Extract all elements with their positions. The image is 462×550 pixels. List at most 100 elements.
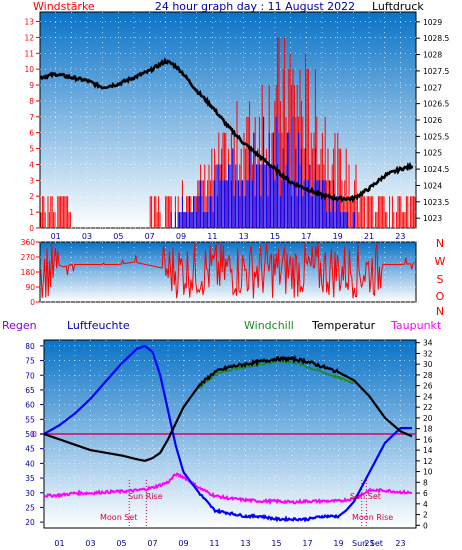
pressure-axis-tick: 1028	[423, 51, 442, 60]
time-axis-tick: 17	[302, 539, 312, 548]
wind-axis-tick: 4	[29, 160, 34, 169]
regen-label: Regen	[2, 319, 37, 332]
temperature-axis-tick: 28	[423, 371, 433, 380]
time-axis-tick: 19	[333, 539, 343, 548]
direction-axis-tick: 90	[25, 283, 35, 292]
compass-letter: S	[437, 273, 444, 286]
wind-axis-tick: 8	[29, 97, 34, 106]
time-axis-tick: 13	[239, 232, 249, 241]
humidity-axis-tick: 80	[25, 342, 35, 351]
time-axis-tick: 15	[271, 539, 281, 548]
direction-axis-tick: 180	[21, 268, 36, 277]
temperature-axis-tick: 32	[423, 349, 433, 358]
direction-axis-tick: 360	[21, 238, 36, 247]
humidity-axis-tick: 70	[25, 371, 35, 380]
sun-set-label: Sun Set	[350, 492, 381, 501]
time-axis-tick: 09	[178, 539, 188, 548]
temperature-axis-tick: 24	[423, 392, 433, 401]
humidity-axis-tick: 25	[25, 503, 35, 512]
temperature-axis-tick: 4	[423, 500, 428, 509]
temperature-axis-tick: 6	[423, 489, 428, 498]
temperature-line	[43, 355, 413, 462]
windstaerke-label: Windstärke	[33, 0, 95, 13]
direction-axis-tick: 270	[21, 253, 36, 262]
temperature-axis-tick: 0	[423, 521, 428, 530]
temperature-axis-tick: 30	[423, 360, 433, 369]
time-axis-tick: 07	[145, 232, 155, 241]
pressure-axis-tick: 1026.5	[423, 100, 449, 109]
humidity-axis-tick: 60	[25, 401, 35, 410]
pressure-axis-tick: 1027	[423, 83, 442, 92]
compass-letter: N	[436, 305, 444, 318]
time-axis-tick: 19	[333, 232, 343, 241]
temperature-axis-tick: 18	[423, 425, 433, 434]
sun-rise-label: Sun Rise	[128, 492, 163, 501]
compass-letter: W	[435, 255, 446, 268]
time-axis-tick: 23	[395, 539, 405, 548]
time-axis-tick: 11	[207, 232, 217, 241]
time-axis-tick: 03	[82, 232, 92, 241]
pressure-axis-tick: 1028.5	[423, 34, 449, 43]
time-axis-tick: 05	[113, 232, 123, 241]
time-axis-tick: 23	[395, 232, 405, 241]
time-axis-tick: 01	[51, 232, 61, 241]
humidity-axis-tick: 30	[25, 489, 35, 498]
temperature-axis-tick: 34	[423, 339, 433, 348]
luftdruck-label: Luftdruck	[372, 0, 424, 13]
time-axis-tick: 21	[364, 539, 374, 548]
pressure-axis-tick: 1024.5	[423, 165, 449, 174]
temperatur-label: Temperatur	[311, 319, 376, 332]
humidity-axis-tick: 35	[25, 474, 35, 483]
time-axis-tick: 13	[240, 539, 250, 548]
time-axis-tick: 07	[147, 539, 157, 548]
temperature-axis-tick: 8	[423, 478, 428, 487]
direction-axis-tick: 0	[30, 298, 35, 307]
dewpoint-line	[43, 472, 413, 506]
wind-axis-tick: 6	[29, 129, 34, 138]
pressure-line	[39, 56, 413, 204]
wind-axis-tick: 3	[29, 176, 34, 185]
temperature-axis-tick: 2	[423, 511, 428, 520]
humidity-axis-tick: 75	[25, 357, 35, 366]
time-axis-tick: 21	[364, 232, 374, 241]
time-axis-tick: 03	[85, 539, 95, 548]
time-axis-tick: 17	[301, 232, 311, 241]
temperature-axis-tick: 26	[423, 382, 433, 391]
sun-set-axis-label: Sun Set	[352, 539, 383, 548]
humidity-line	[43, 344, 412, 523]
wind-axis-tick: 9	[29, 81, 34, 90]
humidity-axis-tick: 65	[25, 386, 35, 395]
temperature-axis-tick: 16	[423, 435, 433, 444]
pressure-axis-tick: 1029	[423, 18, 442, 27]
pressure-axis-tick: 1023.5	[423, 198, 449, 207]
temperature-axis-tick: 20	[423, 414, 433, 423]
time-axis-tick: 01	[54, 539, 64, 548]
compass-letter: O	[436, 290, 445, 303]
time-axis-tick: 11	[209, 539, 219, 548]
pressure-axis-tick: 1026	[423, 116, 442, 125]
wind-axis-tick: 12	[24, 33, 34, 42]
taupunkt-label: Taupunkt	[390, 319, 442, 332]
wind-axis-tick: 0	[29, 224, 34, 233]
regen-zero-label: 0	[32, 430, 37, 439]
humidity-axis-tick: 45	[25, 445, 35, 454]
temperature-axis-tick: 22	[423, 403, 433, 412]
luftfeuchte-label: Luftfeuchte	[67, 319, 130, 332]
windchill-label: Windchill	[244, 319, 294, 332]
humidity-axis-tick: 20	[25, 518, 35, 527]
moon-rise-label: Moon Rise	[352, 513, 393, 522]
temperature-axis-tick: 12	[423, 457, 433, 466]
wind-axis-tick: 10	[24, 65, 34, 74]
humidity-axis-tick: 55	[25, 415, 35, 424]
moon-set-label: Moon Set	[100, 513, 137, 522]
time-axis-tick: 09	[176, 232, 186, 241]
wind-axis-tick: 11	[24, 49, 34, 58]
pressure-axis-tick: 1025.5	[423, 132, 449, 141]
wind-axis-tick: 13	[24, 18, 34, 27]
humidity-axis-tick: 50	[25, 430, 35, 439]
chart-title: 24 hour graph day : 11 August 2022	[155, 0, 355, 13]
wind-direction-line	[40, 242, 415, 299]
wind-axis-tick: 2	[29, 192, 34, 201]
